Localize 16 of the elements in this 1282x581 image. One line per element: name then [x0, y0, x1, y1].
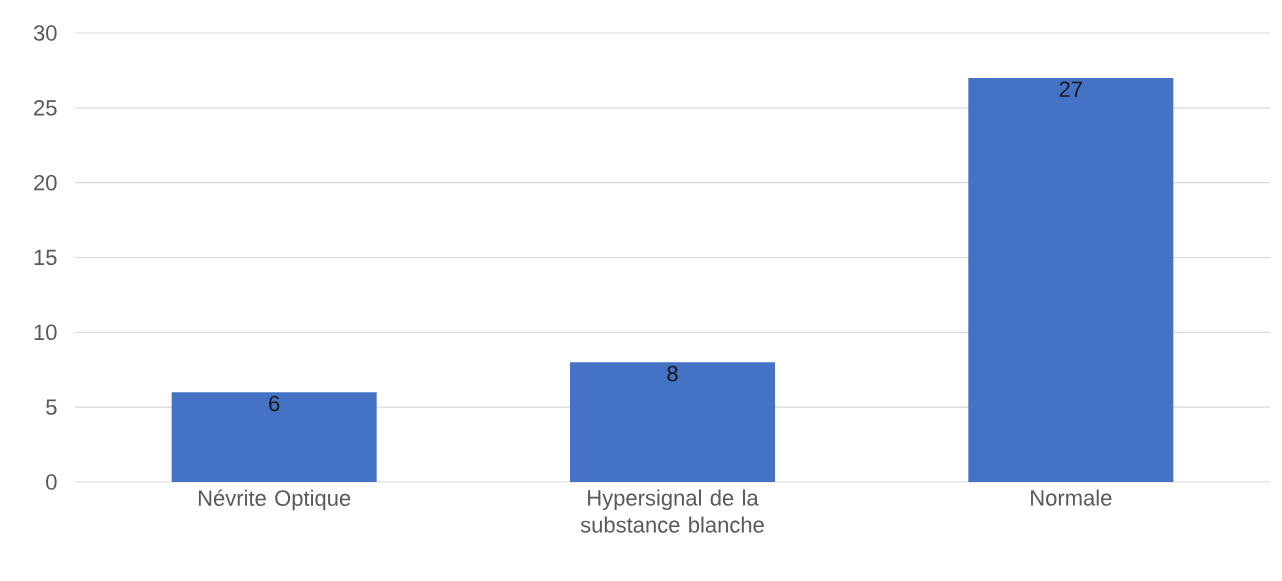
bar	[171, 392, 377, 482]
x-tick-label: Névrite Optique	[198, 489, 351, 511]
y-tick-label: 10	[34, 324, 57, 341]
y-tick-label: 20	[34, 174, 57, 191]
data-label: 8	[667, 365, 678, 382]
bar	[968, 77, 1174, 482]
x-tick-label: Normale	[1031, 489, 1112, 506]
data-label: 27	[1059, 81, 1082, 97]
x-tick-label: Hypersignal de la substance blanche	[580, 489, 764, 533]
y-tick-label: 25	[34, 100, 57, 116]
y-tick-label: 0	[46, 474, 57, 490]
bar	[570, 362, 776, 482]
y-tick-label: 15	[34, 249, 57, 266]
y-tick-label: 5	[46, 399, 57, 415]
data-label: 6	[269, 395, 280, 412]
y-tick-label: 30	[33, 25, 57, 41]
